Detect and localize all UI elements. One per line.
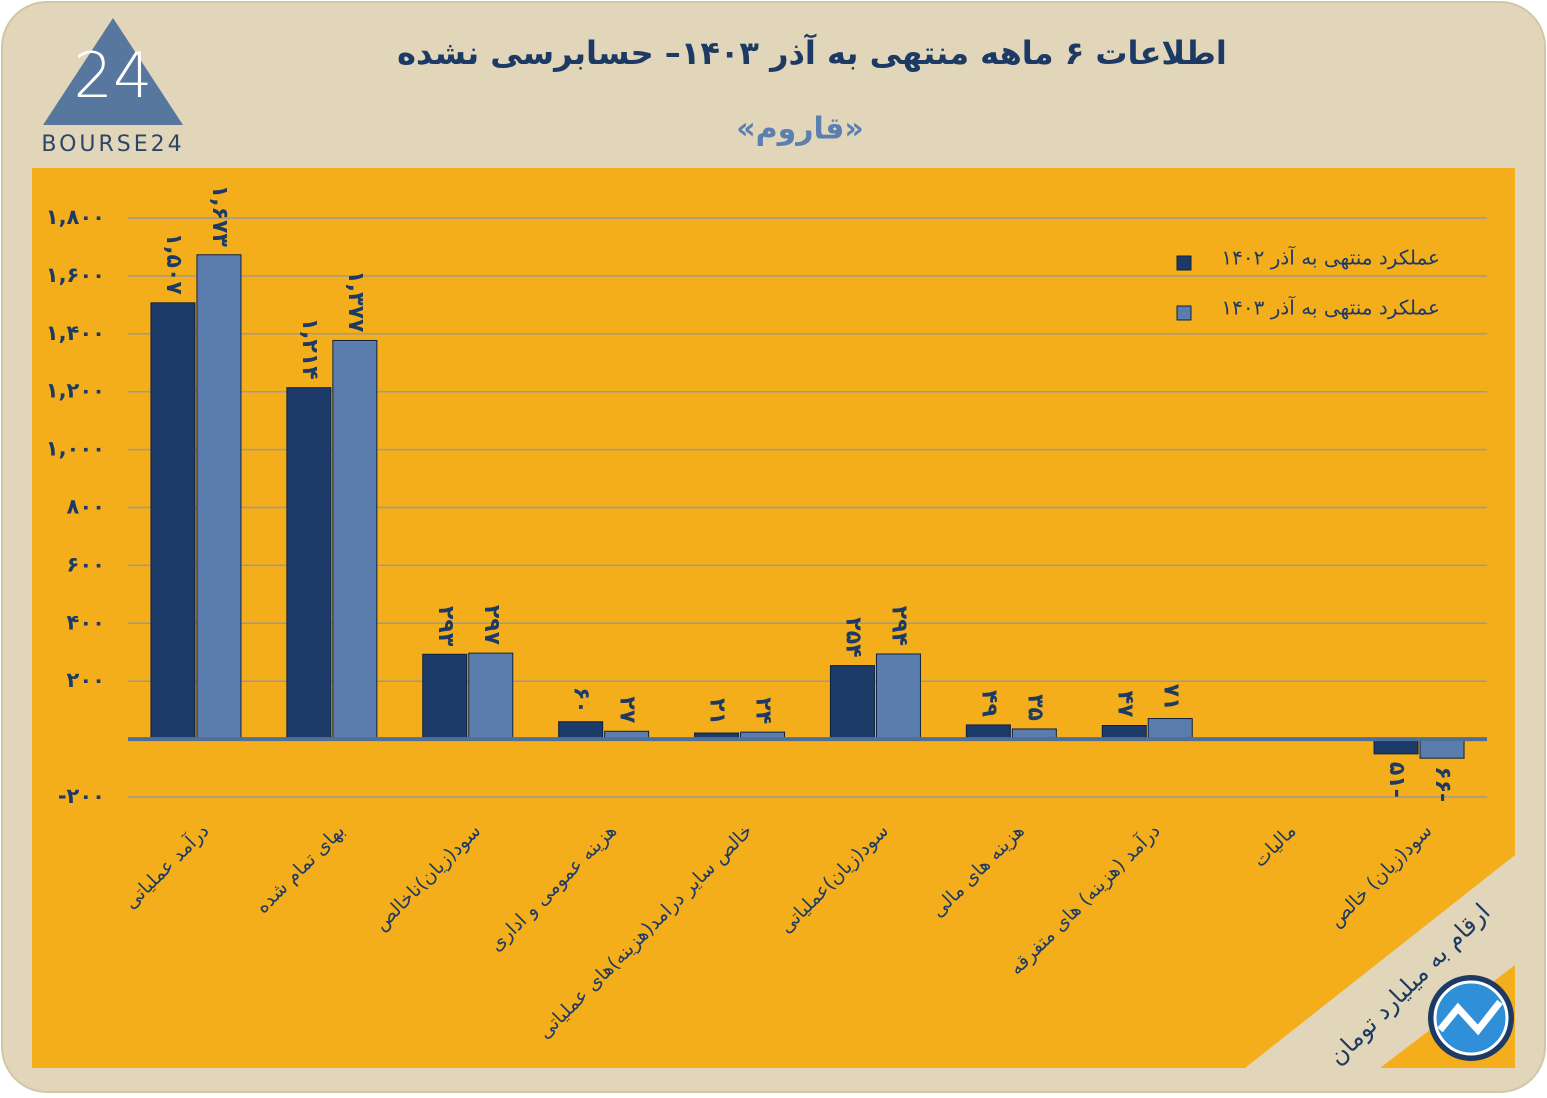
logo-mark: 24 [74,39,153,112]
bar [965,724,1011,740]
y-tick-label: ۴۰۰ [67,610,105,634]
value-label: ۱,۲۱۴ [297,318,322,380]
bar [286,387,332,740]
bar [1373,738,1419,755]
y-tick-label: ۱,۲۰۰ [46,379,105,403]
y-tick-label: ۱,۸۰۰ [46,205,105,229]
value-label: ۳۵ [1022,694,1047,721]
bar [558,721,604,740]
value-label: ۱,۳۷۷ [343,270,368,333]
icon-arrow [1437,999,1503,1036]
bar [196,254,242,740]
value-label: ۴۹ [976,690,1001,717]
value-label: ۲۹۴ [886,606,911,646]
bar [875,653,921,740]
value-label: ۲۱ [705,698,730,725]
bar [150,302,196,740]
value-label: ۵۱- [1384,762,1409,798]
value-label: ۷۱ [1158,684,1183,711]
y-tick-label: ۲۰۰ [67,668,105,692]
value-label: ۱,۵۰۷ [161,233,186,296]
chart-title: اطلاعات ۶ ماهه منتهی به آذر ۱۴۰۳– حسابرس… [397,33,1227,72]
chart-subtitle: «قاروم» [736,112,864,147]
y-tick-label: ۱,۰۰۰ [46,437,105,461]
legend-label: عملکرد منتهی به آذر ۱۴۰۳ [1221,295,1440,320]
bar [1419,738,1465,759]
y-tick-label: ۱,۴۰۰ [46,321,105,345]
value-label: ۶۶- [1430,766,1455,802]
bar [1101,724,1147,740]
value-label: ۶۰ [569,687,594,714]
plot-panel [32,168,1515,1068]
legend-marker [1176,305,1192,321]
legend-label: عملکرد منتهی به آذر ۱۴۰۲ [1221,245,1440,270]
value-label: ۲۵۴ [840,617,865,657]
y-tick-label: ۶۰۰ [67,552,105,576]
value-label: ۴۷ [1112,691,1137,718]
value-label: ۱,۶۷۳ [207,185,232,248]
y-tick-label: -۲۰۰ [58,784,105,808]
bar [468,652,514,740]
logo-text: BOURSE24 [41,132,184,157]
bar [422,653,468,740]
value-label: ۲۹۷ [479,605,504,646]
y-tick-label: ۱,۶۰۰ [46,263,105,287]
logo-triangle [43,18,183,125]
bar [829,665,875,740]
bar [332,339,378,740]
value-label: ۲۴ [751,697,776,724]
bar [1147,718,1193,740]
value-label: ۲۹۳ [433,606,458,647]
y-tick-label: ۸۰۰ [67,495,105,519]
legend-marker [1176,255,1192,271]
value-label: ۲۷ [615,696,640,723]
